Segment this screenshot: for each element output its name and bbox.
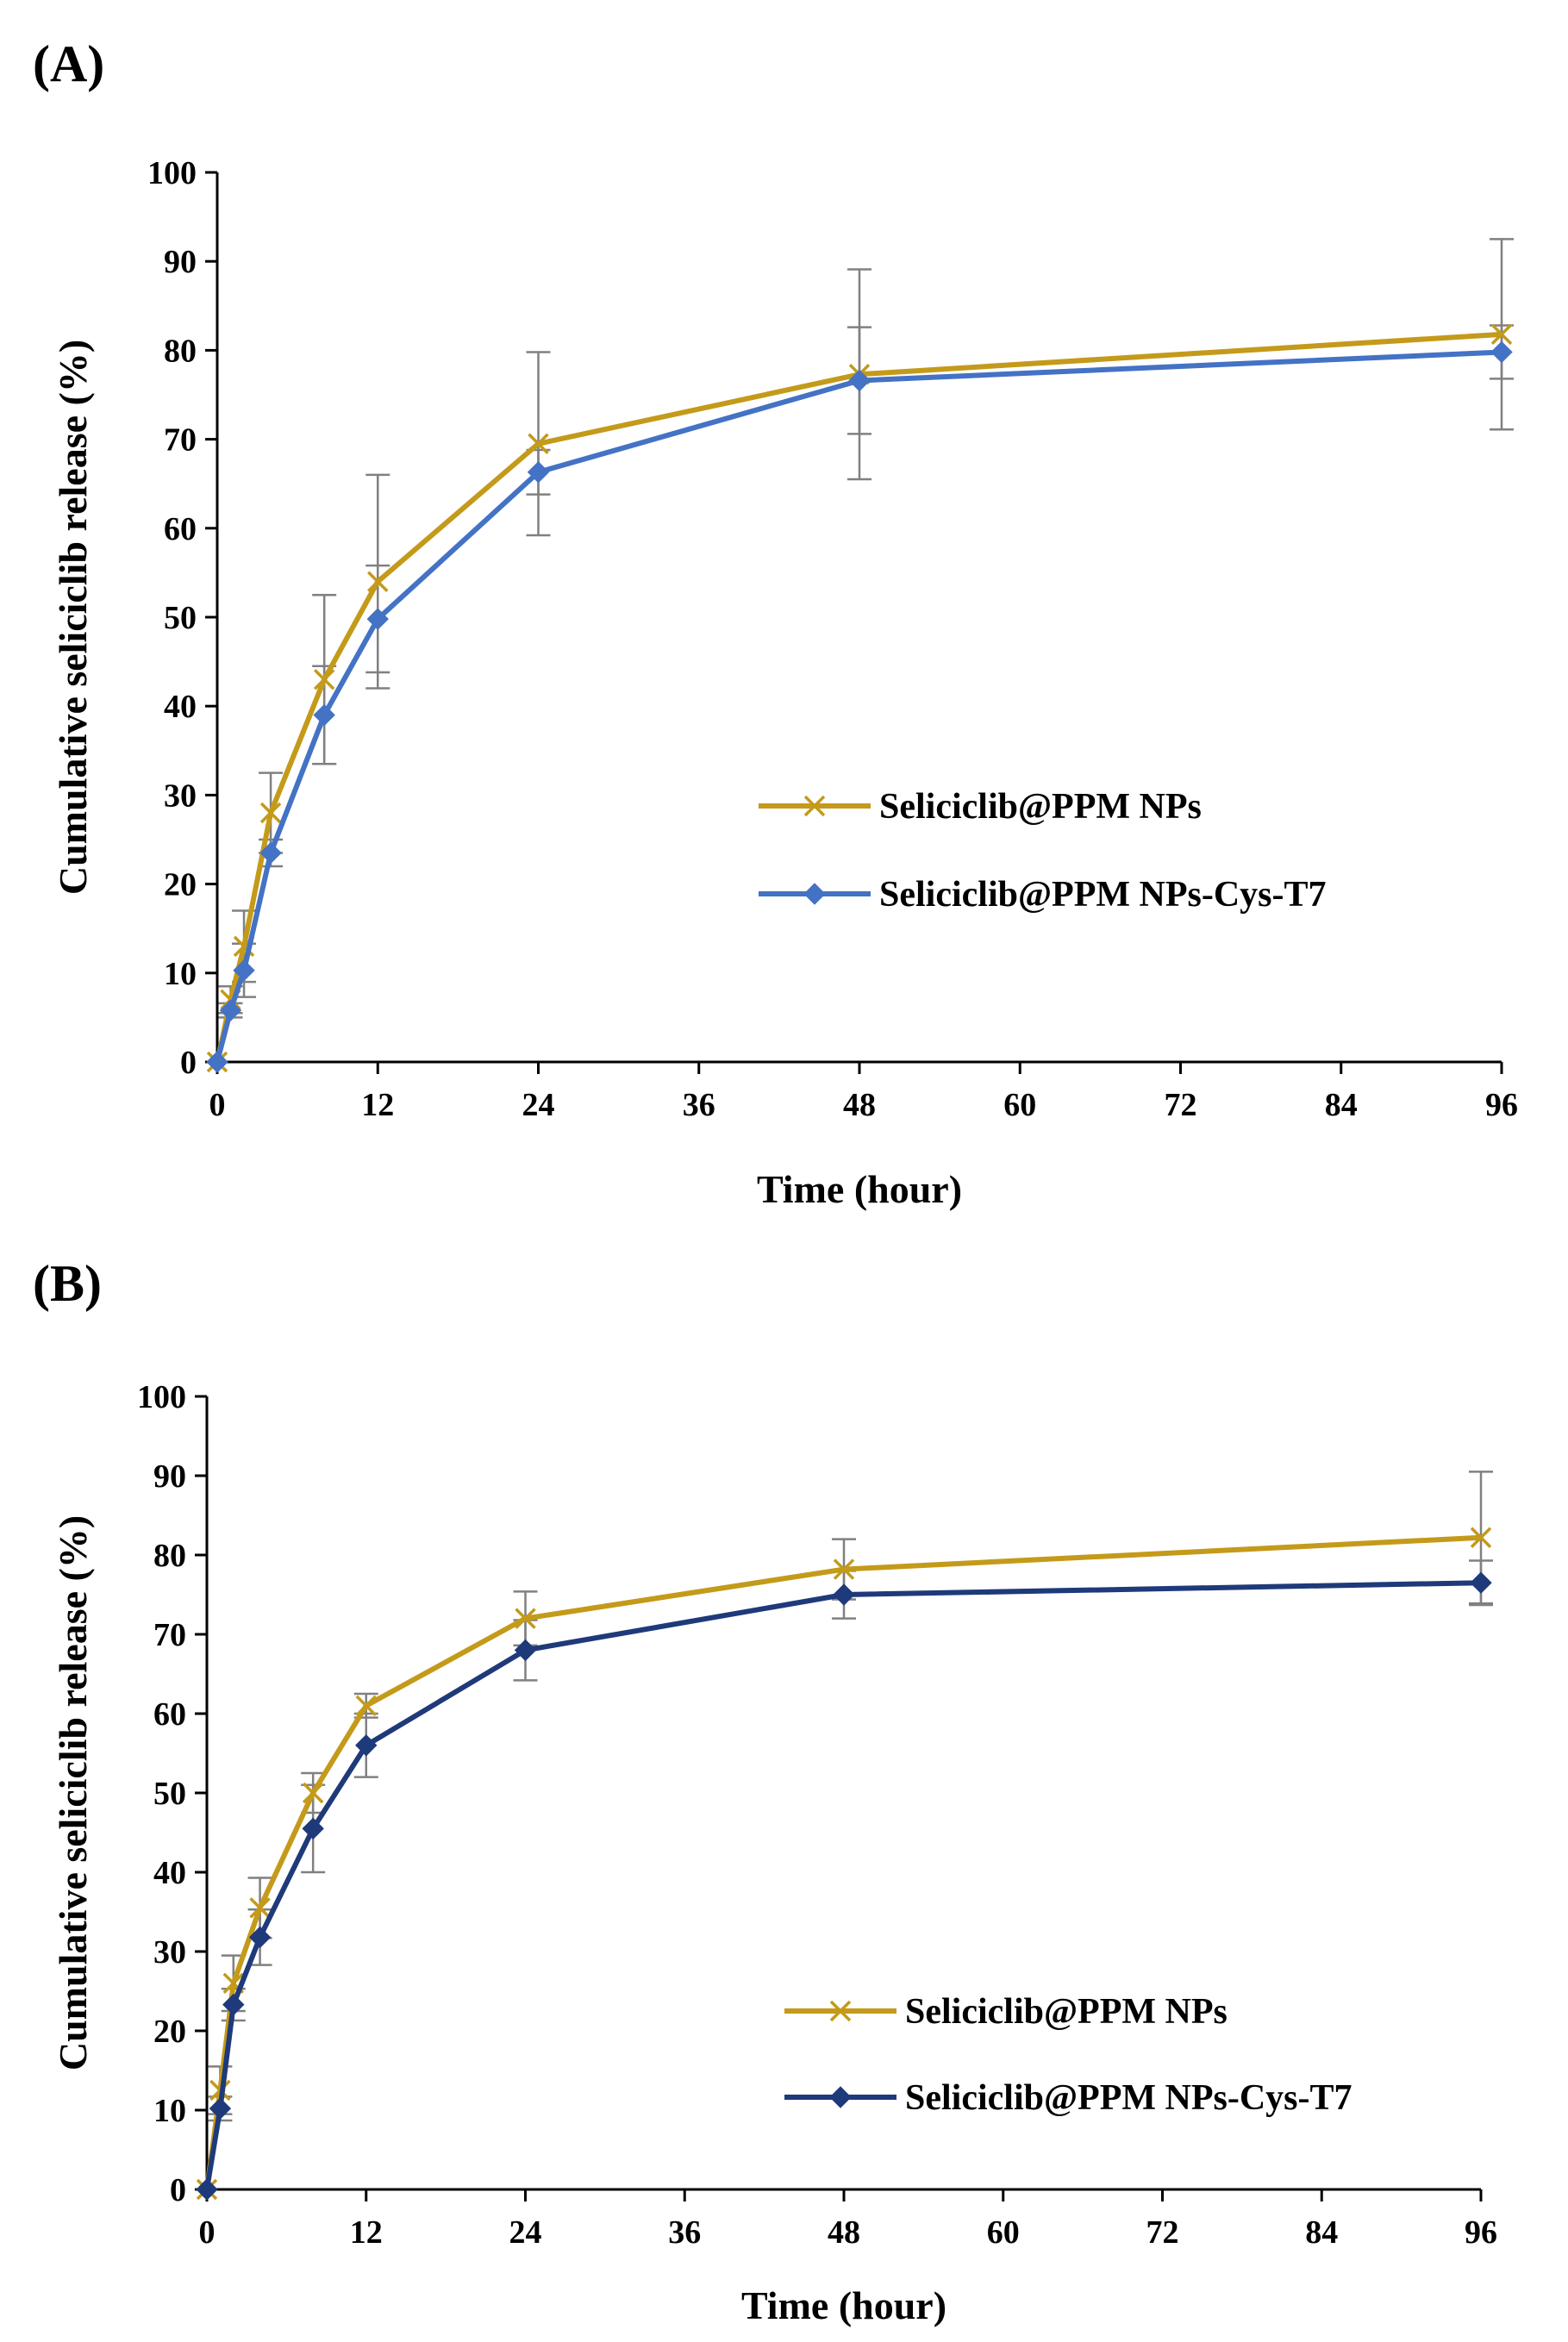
chart-a-series-1-point [367,571,389,592]
chart-b-x-tick-label: 60 [987,2214,1020,2251]
chart-b-series-1-point [249,1897,271,1919]
chart-a-series-2-point [527,461,550,484]
chart-a-series-2-point [219,999,242,1021]
chart-a-y-tick-label: 30 [164,778,197,814]
chart-a-y-tick-label: 50 [164,600,197,636]
chart-a-x-tick-label: 84 [1325,1087,1358,1123]
chart-b-series-2-point [833,1583,855,1606]
chart-a-series-2-point [848,369,871,392]
chart-a-y-tick-label: 90 [164,244,197,280]
chart-a-series-1-point [259,802,282,824]
chart-a-legend-marker-1 [803,795,826,817]
chart-a-y-tick-label: 10 [164,956,197,992]
chart-b-series-1-point [355,1695,377,1717]
chart-b-y-tick-label: 70 [153,1617,186,1653]
chart-b-series-2-point [1470,1571,1492,1594]
chart-a-legend-label-1: Seliciclib@PPM NPs [879,787,1202,827]
chart-b-x-tick-label: 72 [1146,2214,1179,2251]
chart-a-y-tick-label: 80 [164,333,197,369]
chart-b-y-tick-label: 100 [137,1379,186,1415]
chart-a-x-axis-title: Time (hour) [757,1167,962,1211]
chart-a-y-axis-title: Cumulative seliciclib release (%) [51,340,95,895]
chart-a-legend-marker-2 [803,883,826,905]
chart-a-series-2-point [313,703,335,727]
chart-a-series-2-point [1490,340,1513,364]
chart-a-series-1-point [313,669,335,690]
chart-b-legend-marker-2 [829,2086,852,2108]
chart-b-y-tick-label: 20 [153,2014,186,2050]
chart-a-x-tick-label: 36 [683,1087,715,1123]
chart-b-series-1-point [1470,1527,1492,1548]
chart-b-series-2-point [209,2097,232,2120]
chart-b-y-tick-label: 90 [153,1458,186,1495]
chart-b-x-tick-label: 36 [668,2214,701,2251]
chart-b-y-tick-label: 30 [153,1934,186,1970]
chart-b-x-tick-label: 96 [1465,2214,1497,2251]
chart-b-x-axis-title: Time (hour) [741,2283,946,2327]
chart-b-y-tick-label: 0 [170,2172,186,2208]
chart-a-y-tick-label: 100 [147,155,197,191]
chart-b-x-tick-label: 24 [509,2214,542,2251]
chart-a-series-2-point [259,841,282,865]
chart-a-y-tick-label: 70 [164,422,197,459]
chart-b-series-1-point [515,1608,536,1629]
chart-b-x-tick-label: 84 [1305,2214,1338,2251]
chart-b-legend-label-1: Seliciclib@PPM NPs [905,1992,1228,2032]
chart-b-series-2-point [514,1639,537,1662]
chart-b-y-axis-title: Cumulative seliciclib release (%) [51,1515,95,2070]
chart-a-y-tick-label: 0 [180,1045,197,1081]
chart-b-legend-marker-1 [829,2000,852,2022]
chart-a-legend-label-2: Seliciclib@PPM NPs-Cys-T7 [879,875,1327,915]
chart-b-x-tick-label: 12 [350,2214,383,2251]
chart-b-x-tick-label: 48 [828,2214,860,2251]
chart-b-series-1-point [833,1558,855,1580]
chart-a-x-tick-label: 72 [1165,1087,1197,1123]
chart-b-series-2-point [248,1926,272,1949]
chart-a-series-1-point [528,433,549,454]
chart-a-x-tick-label: 48 [843,1087,876,1123]
chart-a-x-tick-label: 0 [209,1087,226,1123]
chart-b-y-tick-label: 40 [153,1855,186,1891]
chart-a-series-2-point [206,1051,228,1073]
panel-label-b: (B) [33,1255,102,1312]
chart-b-series-2-point [355,1734,378,1757]
chart-b-series-2-point [222,1993,245,2016]
chart-b-y-tick-label: 80 [153,1538,186,1574]
chart-b-y-tick-label: 10 [153,2093,186,2129]
chart-b-series-2-point [196,2178,218,2201]
chart-a-y-tick-label: 60 [164,511,197,547]
chart-a-y-tick-label: 20 [164,867,197,903]
chart-b-series-2-point [302,1817,324,1840]
chart-b-y-tick-label: 60 [153,1696,186,1733]
chart-a-y-tick-label: 40 [164,689,197,725]
panel-label-a: (A) [33,35,105,92]
chart-b-legend-label-2: Seliciclib@PPM NPs-Cys-T7 [905,2078,1352,2118]
chart-a-x-tick-label: 96 [1485,1087,1518,1123]
chart-a-x-tick-label: 12 [361,1087,394,1123]
chart-a-x-tick-label: 60 [1003,1087,1036,1123]
chart-b-series-1-point [302,1782,324,1804]
chart-b-y-tick-label: 50 [153,1776,186,1812]
chart-a-x-tick-label: 24 [522,1087,555,1123]
chart-a-series-2-point [366,608,389,630]
chart-b-x-tick-label: 0 [199,2214,216,2251]
chart-a-series-1-point [1490,323,1513,346]
chart-a-series-2-point [233,959,255,982]
